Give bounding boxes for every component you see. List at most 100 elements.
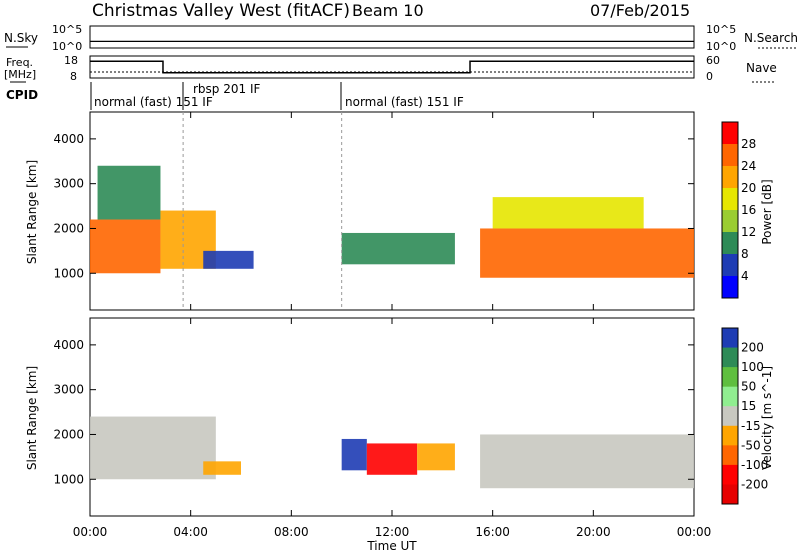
colorbar-tick-label: -100: [741, 458, 768, 472]
station-title: Christmas Valley West (fitACF): [92, 1, 350, 21]
power-colorbar: 28 24 20 16 12 8 4: [721, 121, 756, 299]
data-region: [90, 219, 161, 274]
colorbar-swatch: [722, 347, 738, 368]
colorbar-swatch: [722, 276, 738, 299]
colorbar-tick-label: 15: [741, 399, 756, 413]
colorbar-swatch: [722, 445, 738, 466]
power-data: [90, 112, 694, 516]
data-region: [203, 461, 241, 475]
colorbar-swatch: [722, 425, 738, 446]
data-region: [480, 434, 694, 489]
freq-label-line2: [MHz]: [4, 68, 36, 81]
freq-left-tick-top: 18: [64, 54, 78, 67]
cpid-segment-2: normal (fast) 151 IF: [345, 95, 464, 109]
cpid-segment-0: normal (fast) 151 IF: [94, 95, 213, 109]
colorbar-tick-label: 20: [741, 181, 756, 195]
noise-left-label: N.Sky: [4, 31, 38, 45]
noise-panel-frame: [89, 25, 695, 49]
y-tick-label: 4000: [53, 132, 84, 146]
colorbar-swatch: [722, 254, 738, 277]
y-tick-label: 3000: [53, 177, 84, 191]
data-region: [341, 438, 367, 471]
data-region: [366, 443, 418, 475]
velocity-yaxis: 1000 2000 3000 4000: [53, 338, 694, 486]
colorbar-tick-label: 50: [741, 380, 756, 394]
colorbar-swatch: [722, 386, 738, 407]
frequency-panel-frame: [89, 55, 695, 79]
colorbar-swatch: [722, 210, 738, 233]
nave-right-tick-bottom: 0: [706, 70, 713, 83]
data-region: [341, 232, 455, 265]
colorbar-swatch: [722, 144, 738, 167]
data-region: [480, 228, 694, 278]
time-axis-label: Time UT: [366, 539, 417, 553]
x-tick-label: 00:00: [73, 525, 108, 539]
y-tick-label: 3000: [53, 383, 84, 397]
velocity-panel: 1000 2000 3000 4000 Slant Range [km] 200 100…: [25, 317, 774, 517]
cpid-segment-1: rbsp 201 IF: [193, 82, 260, 96]
time-axis: 00:00 04:00 08:00 12:00 16:00 20:00 00:00: [73, 112, 712, 539]
colorbar-tick-label: 16: [741, 203, 756, 217]
x-tick-label: 16:00: [475, 525, 510, 539]
colorbar-tick-label: 28: [741, 137, 756, 151]
colorbar-tick-label: 24: [741, 159, 756, 173]
colorbar-swatch: [722, 367, 738, 388]
beam-label: Beam 10: [352, 1, 424, 20]
data-region: [492, 197, 644, 229]
data-region: [90, 416, 216, 480]
noise-right-tick-top: 10^5: [706, 23, 736, 36]
x-tick-label: 08:00: [274, 525, 309, 539]
velocity-colorbar: 200 100 50 15 -15 -50 -100 -200: [721, 327, 768, 505]
power-colorbar-label: Power [dB]: [760, 179, 774, 244]
colorbar-tick-label: 100: [741, 360, 764, 374]
colorbar-swatch: [722, 166, 738, 189]
colorbar-frame: [721, 121, 739, 299]
velocity-ylabel: Slant Range [km]: [25, 366, 39, 470]
colorbar-swatch: [722, 328, 738, 349]
velocity-data: [90, 416, 694, 489]
colorbar-frame: [721, 327, 739, 505]
noise-right-tick-bottom: 10^0: [706, 40, 736, 53]
x-tick-label: 12:00: [375, 525, 410, 539]
power-yaxis: 1000 2000 3000 4000: [53, 132, 694, 280]
x-tick-label: 00:00: [677, 525, 712, 539]
noise-left-tick-top: 10^5: [52, 23, 82, 36]
data-region: [417, 443, 455, 471]
cpid-panel: CPID normal (fast) 151 IF rbsp 201 IF no…: [6, 82, 464, 110]
y-tick-label: 4000: [53, 338, 84, 352]
frequency-series: [90, 60, 694, 74]
noise-panel: N.Sky 10^5 10^0 10^5 10^0 N.Search: [4, 23, 798, 53]
colorbar-tick-label: 8: [741, 247, 749, 261]
colorbar-swatch: [722, 484, 738, 505]
x-tick-label: 20:00: [576, 525, 611, 539]
date-label: 07/Feb/2015: [590, 1, 690, 20]
colorbar-swatch: [722, 464, 738, 485]
colorbar-tick-label: 200: [741, 341, 764, 355]
frequency-panel: Freq. [MHz] 18 8 60 0 Nave: [4, 54, 777, 83]
y-tick-label: 1000: [53, 472, 84, 486]
colorbar-swatch: [722, 188, 738, 211]
y-tick-label: 2000: [53, 427, 84, 441]
colorbar-tick-label: 4: [741, 269, 749, 283]
colorbar-tick-label: -50: [741, 438, 761, 452]
freq-left-tick-bottom: 8: [70, 70, 77, 83]
freq-label-line1: Freq.: [6, 56, 33, 69]
y-tick-label: 2000: [53, 221, 84, 235]
y-tick-label: 1000: [53, 266, 84, 280]
colorbar-tick-label: -200: [741, 477, 768, 491]
colorbar-swatch: [722, 232, 738, 255]
colorbar-tick-label: 12: [741, 225, 756, 239]
x-tick-label: 04:00: [173, 525, 208, 539]
noise-left-tick-bottom: 10^0: [52, 40, 82, 53]
noise-right-label: N.Search: [744, 31, 798, 45]
colorbar-swatch: [722, 406, 738, 427]
data-region: [203, 250, 254, 269]
nave-right-label: Nave: [746, 61, 777, 75]
velocity-colorbar-label: Velocity [m s^-1]: [760, 366, 774, 470]
data-region: [97, 165, 161, 220]
nave-right-tick-top: 60: [706, 54, 720, 67]
colorbar-swatch: [722, 122, 738, 145]
colorbar-tick-label: -15: [741, 419, 761, 433]
power-ylabel: Slant Range [km]: [25, 160, 39, 264]
